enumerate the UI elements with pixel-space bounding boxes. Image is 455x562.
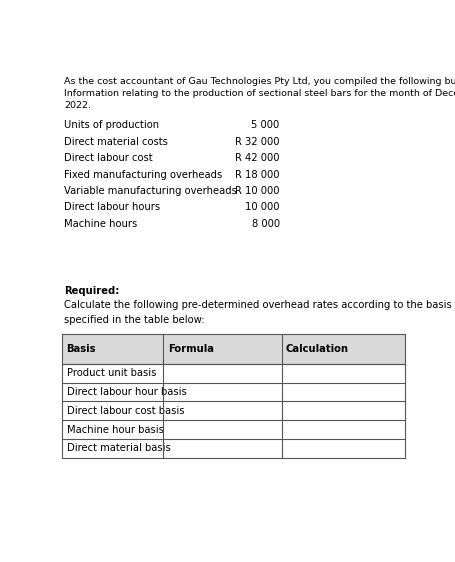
- Bar: [62, 401, 404, 420]
- Text: Calculation: Calculation: [285, 343, 348, 353]
- Text: Product unit basis: Product unit basis: [66, 368, 156, 378]
- Bar: [62, 439, 404, 458]
- Text: Variable manufacturing overheads: Variable manufacturing overheads: [64, 186, 237, 196]
- Text: Direct labour cost basis: Direct labour cost basis: [66, 406, 184, 416]
- Bar: [62, 420, 404, 439]
- Text: R 10 000: R 10 000: [235, 186, 279, 196]
- Text: Direct material basis: Direct material basis: [66, 443, 170, 454]
- Text: R 32 000: R 32 000: [235, 137, 279, 147]
- Bar: [62, 383, 404, 401]
- Text: 5 000: 5 000: [251, 120, 279, 130]
- Text: Formula: Formula: [167, 343, 213, 353]
- Text: Fixed manufacturing overheads: Fixed manufacturing overheads: [64, 170, 222, 180]
- Text: Information relating to the production of sectional steel bars for the month of : Information relating to the production o…: [64, 89, 455, 98]
- Text: Calculate the following pre-determined overhead rates according to the basis: Calculate the following pre-determined o…: [64, 300, 451, 310]
- Text: R 42 000: R 42 000: [235, 153, 279, 163]
- Text: Machine hour basis: Machine hour basis: [66, 424, 163, 434]
- Text: 2022.: 2022.: [64, 101, 91, 110]
- Bar: [62, 334, 404, 364]
- Text: Direct material costs: Direct material costs: [64, 137, 167, 147]
- Text: As the cost accountant of Gau Technologies Pty Ltd, you compiled the following b: As the cost accountant of Gau Technologi…: [64, 77, 455, 86]
- Text: Direct labour hour basis: Direct labour hour basis: [66, 387, 186, 397]
- Text: Required:: Required:: [64, 286, 119, 296]
- Text: Units of production: Units of production: [64, 120, 159, 130]
- Text: Direct labour cost: Direct labour cost: [64, 153, 152, 163]
- Text: 10 000: 10 000: [245, 202, 279, 212]
- Bar: [62, 364, 404, 383]
- Text: Machine hours: Machine hours: [64, 219, 137, 229]
- Text: Basis: Basis: [66, 343, 96, 353]
- Text: R 18 000: R 18 000: [235, 170, 279, 180]
- Text: Direct labour hours: Direct labour hours: [64, 202, 160, 212]
- Text: specified in the table below:: specified in the table below:: [64, 315, 204, 324]
- Text: 8 000: 8 000: [251, 219, 279, 229]
